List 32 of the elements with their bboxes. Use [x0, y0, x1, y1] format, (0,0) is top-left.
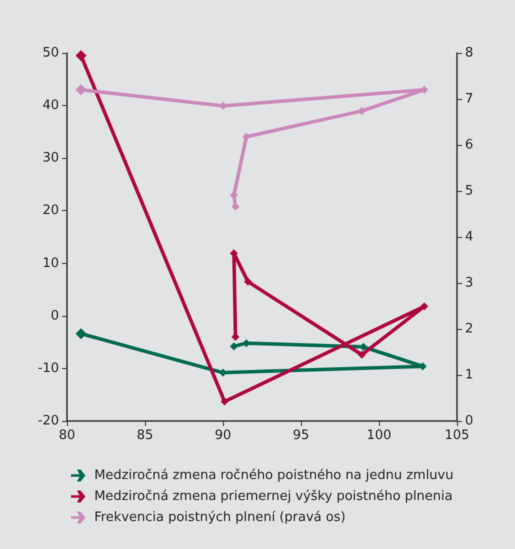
y-tick-label: -10 — [38, 360, 59, 376]
x-tick-label: 105 — [444, 428, 470, 443]
legend-label: Medziročná zmena priemernej výšky poistného plnenia — [94, 489, 453, 504]
y-tick-label: -20 — [38, 414, 59, 428]
y2-tick-label: 2 — [465, 322, 474, 336]
y-tick-label: 10 — [42, 256, 59, 271]
y-tick-label: 30 — [42, 150, 59, 166]
x-tick-label: 90 — [214, 428, 232, 443]
y2-tick-label: 4 — [465, 230, 474, 244]
y2-tick-label: 7 — [465, 92, 474, 106]
y2-tick-label: 8 — [465, 46, 474, 60]
y-tick-label: 50 — [42, 46, 59, 60]
x-tick-label: 95 — [292, 428, 310, 443]
y2-tick-label: 0 — [465, 414, 474, 428]
y-tick-label: 0 — [50, 308, 59, 324]
point — [230, 342, 238, 350]
point — [420, 302, 428, 310]
point — [244, 278, 252, 286]
y2-tick-label: 1 — [465, 368, 474, 382]
y2-tick-label: 3 — [465, 276, 474, 290]
legend-label: Medziročná zmena ročného poistného na jednu zmluvu — [94, 468, 454, 483]
y-tick-label: 20 — [42, 203, 59, 218]
legend-label: Frekvencia poistných plnení (pravá os) — [94, 510, 346, 525]
x-tick-label: 100 — [366, 428, 392, 443]
y-tick-label: 40 — [42, 98, 59, 114]
point — [231, 202, 240, 211]
y2-tick-label: 6 — [465, 138, 474, 152]
x-tick-label: 85 — [136, 428, 154, 443]
x-tick-label: 80 — [58, 428, 76, 443]
y2-tick-label: 5 — [465, 184, 474, 198]
point — [220, 398, 229, 406]
point — [358, 350, 366, 359]
